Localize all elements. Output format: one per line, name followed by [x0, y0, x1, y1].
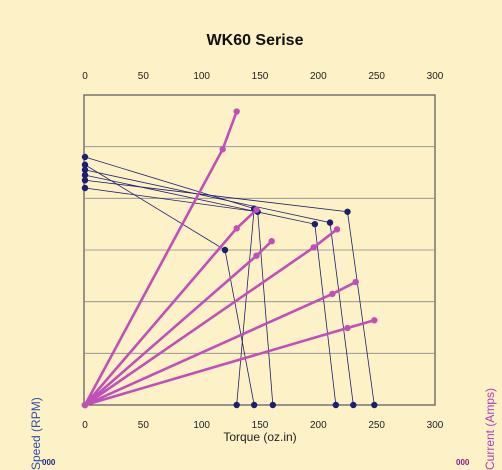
ticks-layer: 0 0 50 50 100 100 150 150 200 200 250 250 300 300	[82, 71, 444, 431]
speed-point	[311, 220, 319, 228]
current-point	[253, 252, 260, 259]
speed-point	[332, 401, 340, 409]
current-point	[333, 226, 341, 233]
series-layer	[81, 108, 378, 409]
current-curve-1	[83, 110, 238, 407]
x-tick-label-bottom: 100	[193, 420, 210, 431]
current-point	[233, 225, 240, 232]
speed-point	[250, 401, 258, 409]
current-point	[268, 238, 275, 245]
speed-point	[350, 401, 357, 409]
speed-point	[326, 219, 334, 226]
x-tick-label-top: 150	[252, 71, 269, 82]
current-point	[329, 290, 336, 298]
x-tick-label-bottom: 150	[252, 420, 269, 431]
current-curve-5	[83, 280, 357, 407]
y-tick-right-partial: 000	[456, 458, 470, 467]
speed-point	[221, 246, 229, 254]
x-tick-label-top: 0	[82, 71, 88, 82]
x-axis-label: Torque (oz.in)	[223, 430, 296, 444]
speed-point	[269, 401, 277, 409]
x-tick-label-bottom: 200	[310, 420, 327, 431]
speed-point	[371, 401, 378, 409]
speed-point	[233, 401, 240, 409]
current-curve-4	[83, 228, 339, 407]
x-tick-label-bottom: 50	[138, 420, 150, 431]
y-axis-label-right: Current (Amps)	[483, 388, 497, 470]
current-point	[81, 401, 89, 409]
current-point	[253, 206, 260, 213]
speed-point	[81, 171, 89, 179]
y-axis-label-left: Speed (RPM)	[29, 397, 43, 470]
speed-point	[81, 184, 89, 192]
x-tick-label-bottom: 300	[427, 420, 444, 431]
speed-point	[81, 166, 89, 174]
x-tick-label-bottom: 0	[82, 420, 88, 431]
speed-point	[81, 153, 89, 161]
x-tick-label-top: 100	[193, 71, 210, 82]
current-point	[344, 324, 351, 332]
x-tick-label-top: 50	[138, 71, 150, 82]
grid-layer	[84, 146, 435, 354]
current-point	[310, 244, 317, 251]
x-tick-label-top: 250	[368, 71, 385, 82]
x-tick-label-top: 200	[310, 71, 327, 82]
speed-point	[81, 161, 89, 168]
y-tick-left-partial: 000	[42, 458, 56, 467]
current-curve-2	[83, 208, 258, 407]
current-point	[352, 278, 359, 286]
speed-point	[344, 208, 351, 215]
x-tick-label-bottom: 250	[368, 420, 385, 431]
speed-point	[81, 177, 89, 184]
chart-title: WK60 Serise	[207, 32, 304, 49]
x-tick-label-top: 300	[427, 71, 444, 82]
current-point	[233, 108, 240, 115]
current-point	[219, 146, 226, 153]
speed-curve-4	[84, 174, 337, 406]
current-point	[371, 317, 378, 324]
